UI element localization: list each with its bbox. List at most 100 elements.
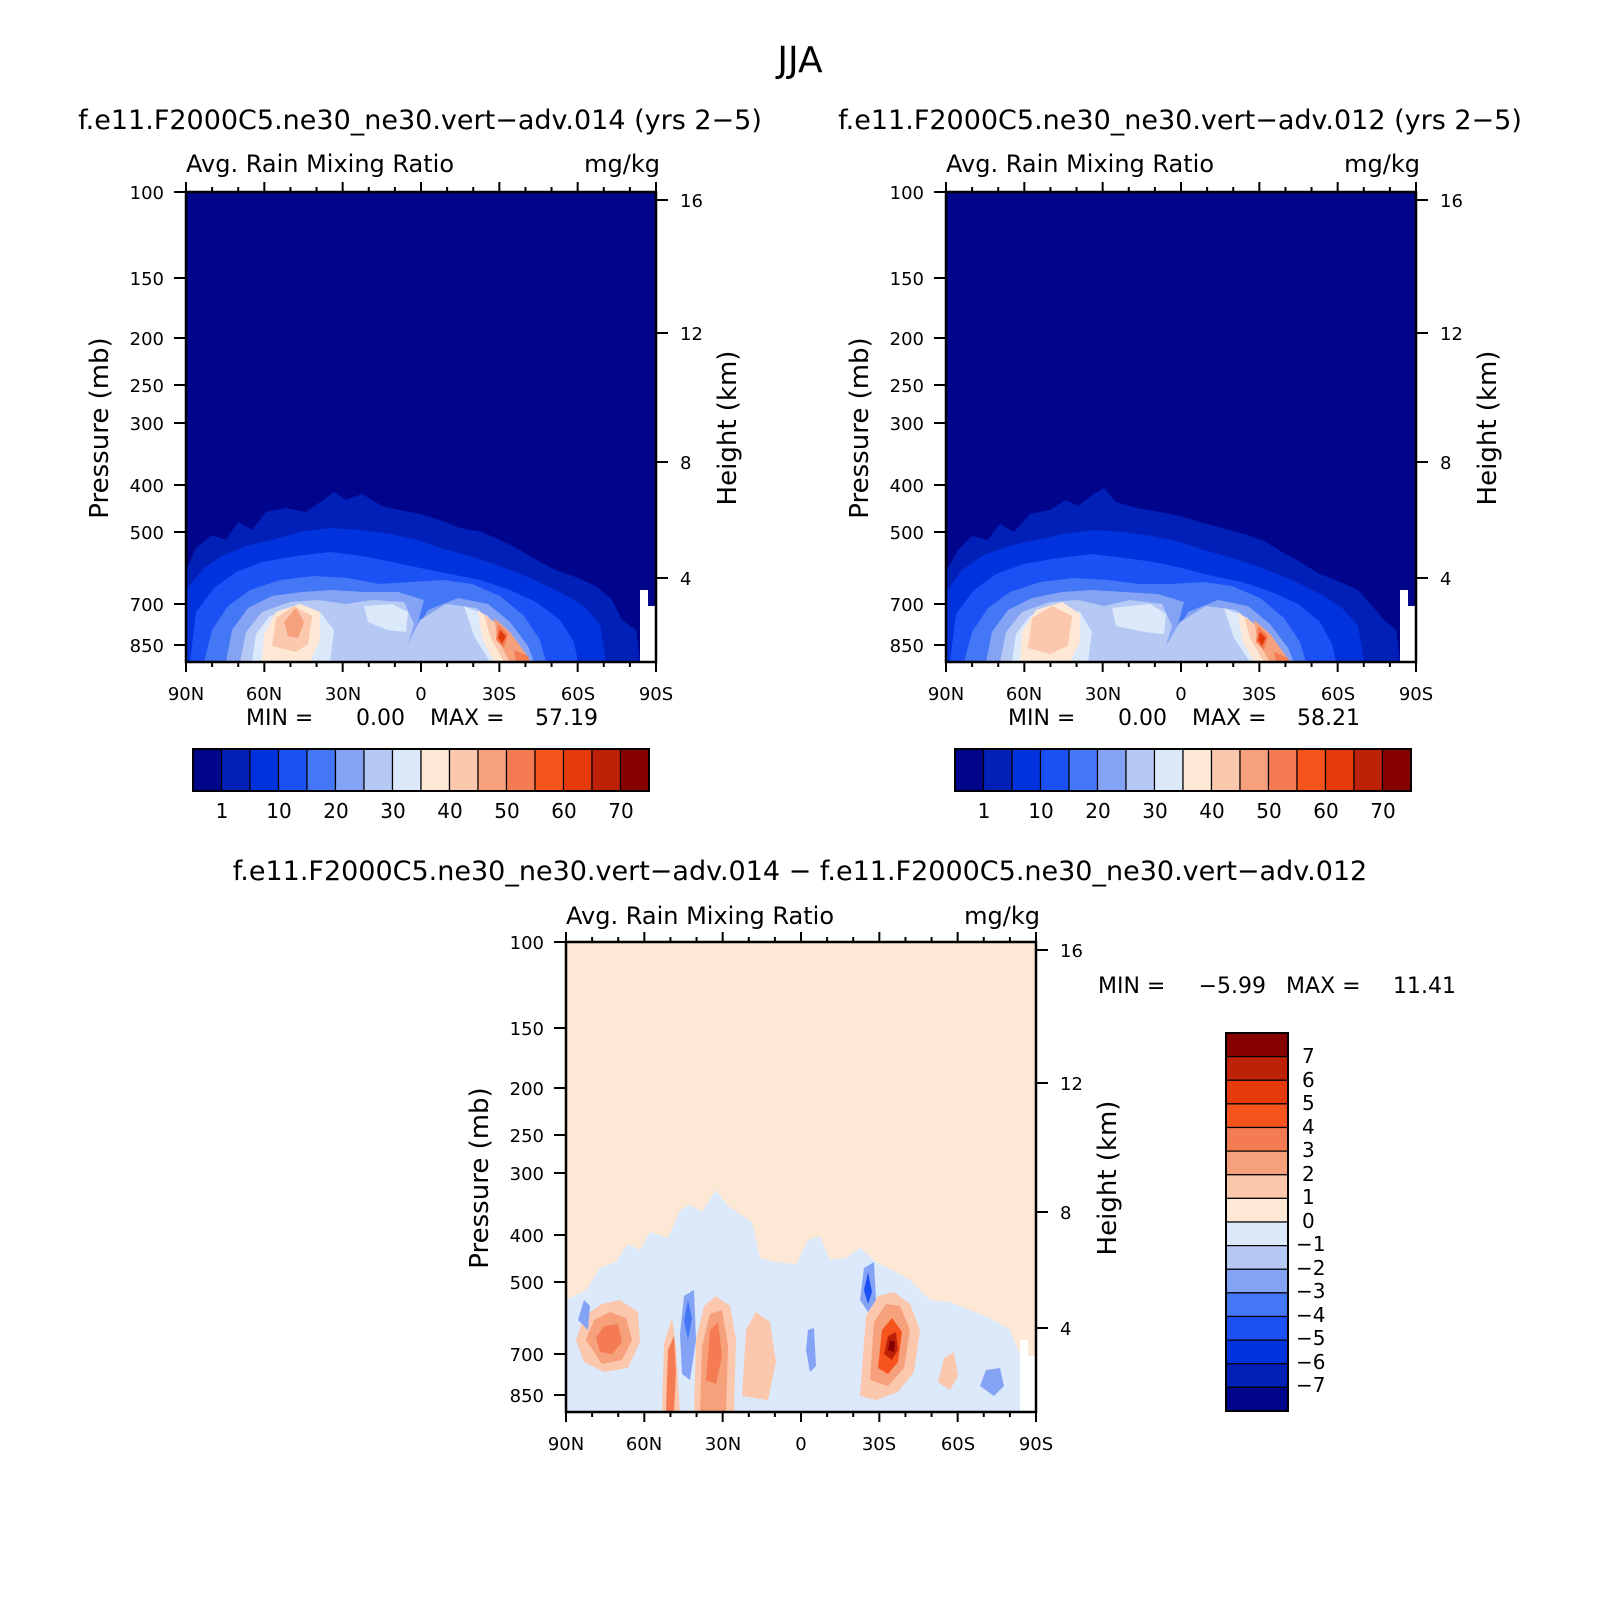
panel-b: f.e11.F2000C5.ne30_ne30.vert−adv.012 (yr…	[838, 105, 1522, 731]
panel-a-variable: Avg. Rain Mixing Ratio	[186, 150, 454, 178]
panel-b-xtick-label: 30N	[1085, 684, 1121, 705]
panel-b-colorbar-box	[1324, 748, 1355, 792]
panel-b-min-value: 0.00	[1118, 706, 1167, 731]
panel-c-ytick-label: 700	[510, 1345, 544, 1366]
panel-c-colorbar-label: −7	[1296, 1373, 1325, 1397]
panel-a-colorbar	[192, 748, 650, 792]
panel-a-colorbar-box	[619, 748, 650, 792]
panel-c-colorbar-box	[1225, 1126, 1289, 1152]
panel-b-units: mg/kg	[1344, 150, 1420, 178]
panel-c-colorbar-box	[1225, 1032, 1289, 1058]
panel-a-y-axis: 100 150 200 250 300 400 500 700 850 Pres…	[85, 183, 164, 657]
panel-c-plot	[566, 942, 1036, 1412]
panel-a-ytick-label: 250	[130, 376, 164, 397]
panel-b-max-label: MAX =	[1192, 706, 1267, 731]
panel-b-min-label: MIN =	[1008, 706, 1075, 731]
panel-b-contour-11	[1256, 626, 1290, 662]
panel-c-minmax: MIN = −5.99 MAX = 11.41	[1098, 974, 1456, 999]
panel-b-colorbar-box	[982, 748, 1013, 792]
panel-c-colorbar-label: 0	[1302, 1209, 1315, 1233]
panel-c-max-value: 11.41	[1393, 974, 1456, 999]
panel-a-colorbar-frame	[192, 748, 650, 792]
panel-c-colorbar-box	[1225, 1221, 1289, 1247]
panel-a-colorbar-label: 1	[216, 799, 229, 823]
panel-c-colorbar-label: 4	[1302, 1115, 1315, 1139]
panel-a-xtick-label: 0	[415, 684, 426, 705]
panel-a-colorbar-label: 70	[608, 799, 633, 823]
panel-b-xtick-label: 0	[1175, 684, 1186, 705]
panel-a-colorbar-box	[420, 748, 451, 792]
panel-a-ytick-label: 300	[130, 414, 164, 435]
panel-a-colorbar-label: 20	[323, 799, 348, 823]
panel-a-title: f.e11.F2000C5.ne30_ne30.vert−adv.014 (yr…	[78, 105, 762, 136]
panel-a-colorbar-labels: 1 10 20 30 40 50 60 70	[216, 799, 634, 823]
panel-a-ytick-label: 850	[130, 636, 164, 657]
panel-b-ytick-label: 150	[890, 269, 924, 290]
panel-a-xtick-label: 60N	[246, 684, 282, 705]
panel-b-colorbar-box	[1296, 748, 1327, 792]
panel-c-xtick-label: 30N	[705, 1434, 741, 1455]
panel-b-colorbar-box	[1267, 748, 1298, 792]
panel-a-colorbar-box	[391, 748, 422, 792]
panel-c-colorbar-box	[1225, 1339, 1289, 1365]
panel-b-ytick-label: 300	[890, 414, 924, 435]
panel-c-colorbar	[1225, 1032, 1289, 1412]
panel-c-colorbar-label: 7	[1302, 1044, 1315, 1068]
panel-b-x-axis: 90N 60N 30N 0 30S 60S 90S	[928, 684, 1433, 705]
panel-c-xtick-label: 90S	[1019, 1434, 1053, 1455]
panel-a-ytick-right-label: 16	[680, 191, 703, 212]
panel-b-ytick-right-label: 16	[1440, 191, 1463, 212]
panel-a-colorbar-box	[534, 748, 565, 792]
panel-b-colorbar-labels: 1 10 20 30 40 50 60 70	[978, 799, 1396, 823]
panel-c-colorbar-label: −4	[1296, 1303, 1325, 1327]
panel-a-ytick-right-label: 4	[680, 569, 691, 590]
panel-c-ytick-label: 100	[510, 933, 544, 954]
panel-c-contour-neg2	[578, 1300, 590, 1330]
panel-c-xtick-label: 90N	[548, 1434, 584, 1455]
panel-b-colorbar-box	[954, 748, 985, 792]
panel-b-missing-data	[1400, 590, 1416, 662]
panel-c-colorbar-label: 5	[1302, 1091, 1315, 1115]
panel-a-colorbar-box	[448, 748, 479, 792]
panel-c-missing-data	[1020, 1340, 1036, 1412]
panel-a-colorbar-label: 10	[266, 799, 291, 823]
panel-b-title: f.e11.F2000C5.ne30_ne30.vert−adv.012 (yr…	[838, 105, 1522, 136]
panel-a-ylabel-right: Height (km)	[713, 351, 743, 506]
panel-a-units: mg/kg	[584, 150, 660, 178]
panel-b-colorbar-label: 70	[1370, 799, 1395, 823]
panel-a-xtick-label: 90S	[639, 684, 673, 705]
panel-a-ytick-label: 700	[130, 595, 164, 616]
panel-b-xtick-label: 60N	[1006, 684, 1042, 705]
panel-c-ytick-label: 250	[510, 1126, 544, 1147]
panel-a-colorbar-box	[220, 748, 251, 792]
panel-a-colorbar-box	[591, 748, 622, 792]
panel-b-ytick-label: 500	[890, 523, 924, 544]
panel-c-contour-pos12	[706, 1322, 722, 1384]
panel-a-colorbar-box	[306, 748, 337, 792]
panel-c-colorbar-box	[1225, 1079, 1289, 1105]
panel-b-colorbar-box	[1125, 748, 1156, 792]
panel-b-y-axis-right: 16 12 8 4 Height (km)	[1440, 191, 1503, 590]
panel-c-ytick-right-label: 12	[1060, 1074, 1083, 1095]
panel-c-max-label: MAX =	[1286, 974, 1361, 999]
panel-c-ytick-right-label: 16	[1060, 941, 1083, 962]
panel-b-y-axis: 100 150 200 250 300 400 500 700 850 Pres…	[845, 183, 924, 657]
panel-a-colorbar-label: 30	[380, 799, 405, 823]
panel-c-y-axis: 100 150 200 250 300 400 500 700 850 Pres…	[465, 933, 544, 1407]
panel-a-contour-8	[262, 604, 520, 662]
panel-a-plot	[186, 192, 656, 662]
panel-a-max-value: 57.19	[535, 706, 598, 731]
panel-c-ytick-label: 200	[510, 1079, 544, 1100]
panel-c-colorbar-label: −2	[1296, 1256, 1325, 1280]
panel-a-min-value: 0.00	[356, 706, 405, 731]
panel-b-ytick-label: 200	[890, 329, 924, 350]
panel-a-max-label: MAX =	[430, 706, 505, 731]
panel-b-colorbar-box	[1182, 748, 1213, 792]
panel-b-max-value: 58.21	[1297, 706, 1360, 731]
panel-c-contour-neg7	[684, 1300, 692, 1340]
panel-a-contour-11	[496, 624, 530, 662]
panel-a-contour-12	[498, 630, 506, 644]
panel-b-ytick-right-label: 8	[1440, 453, 1451, 474]
panel-b-colorbar-label: 20	[1085, 799, 1110, 823]
